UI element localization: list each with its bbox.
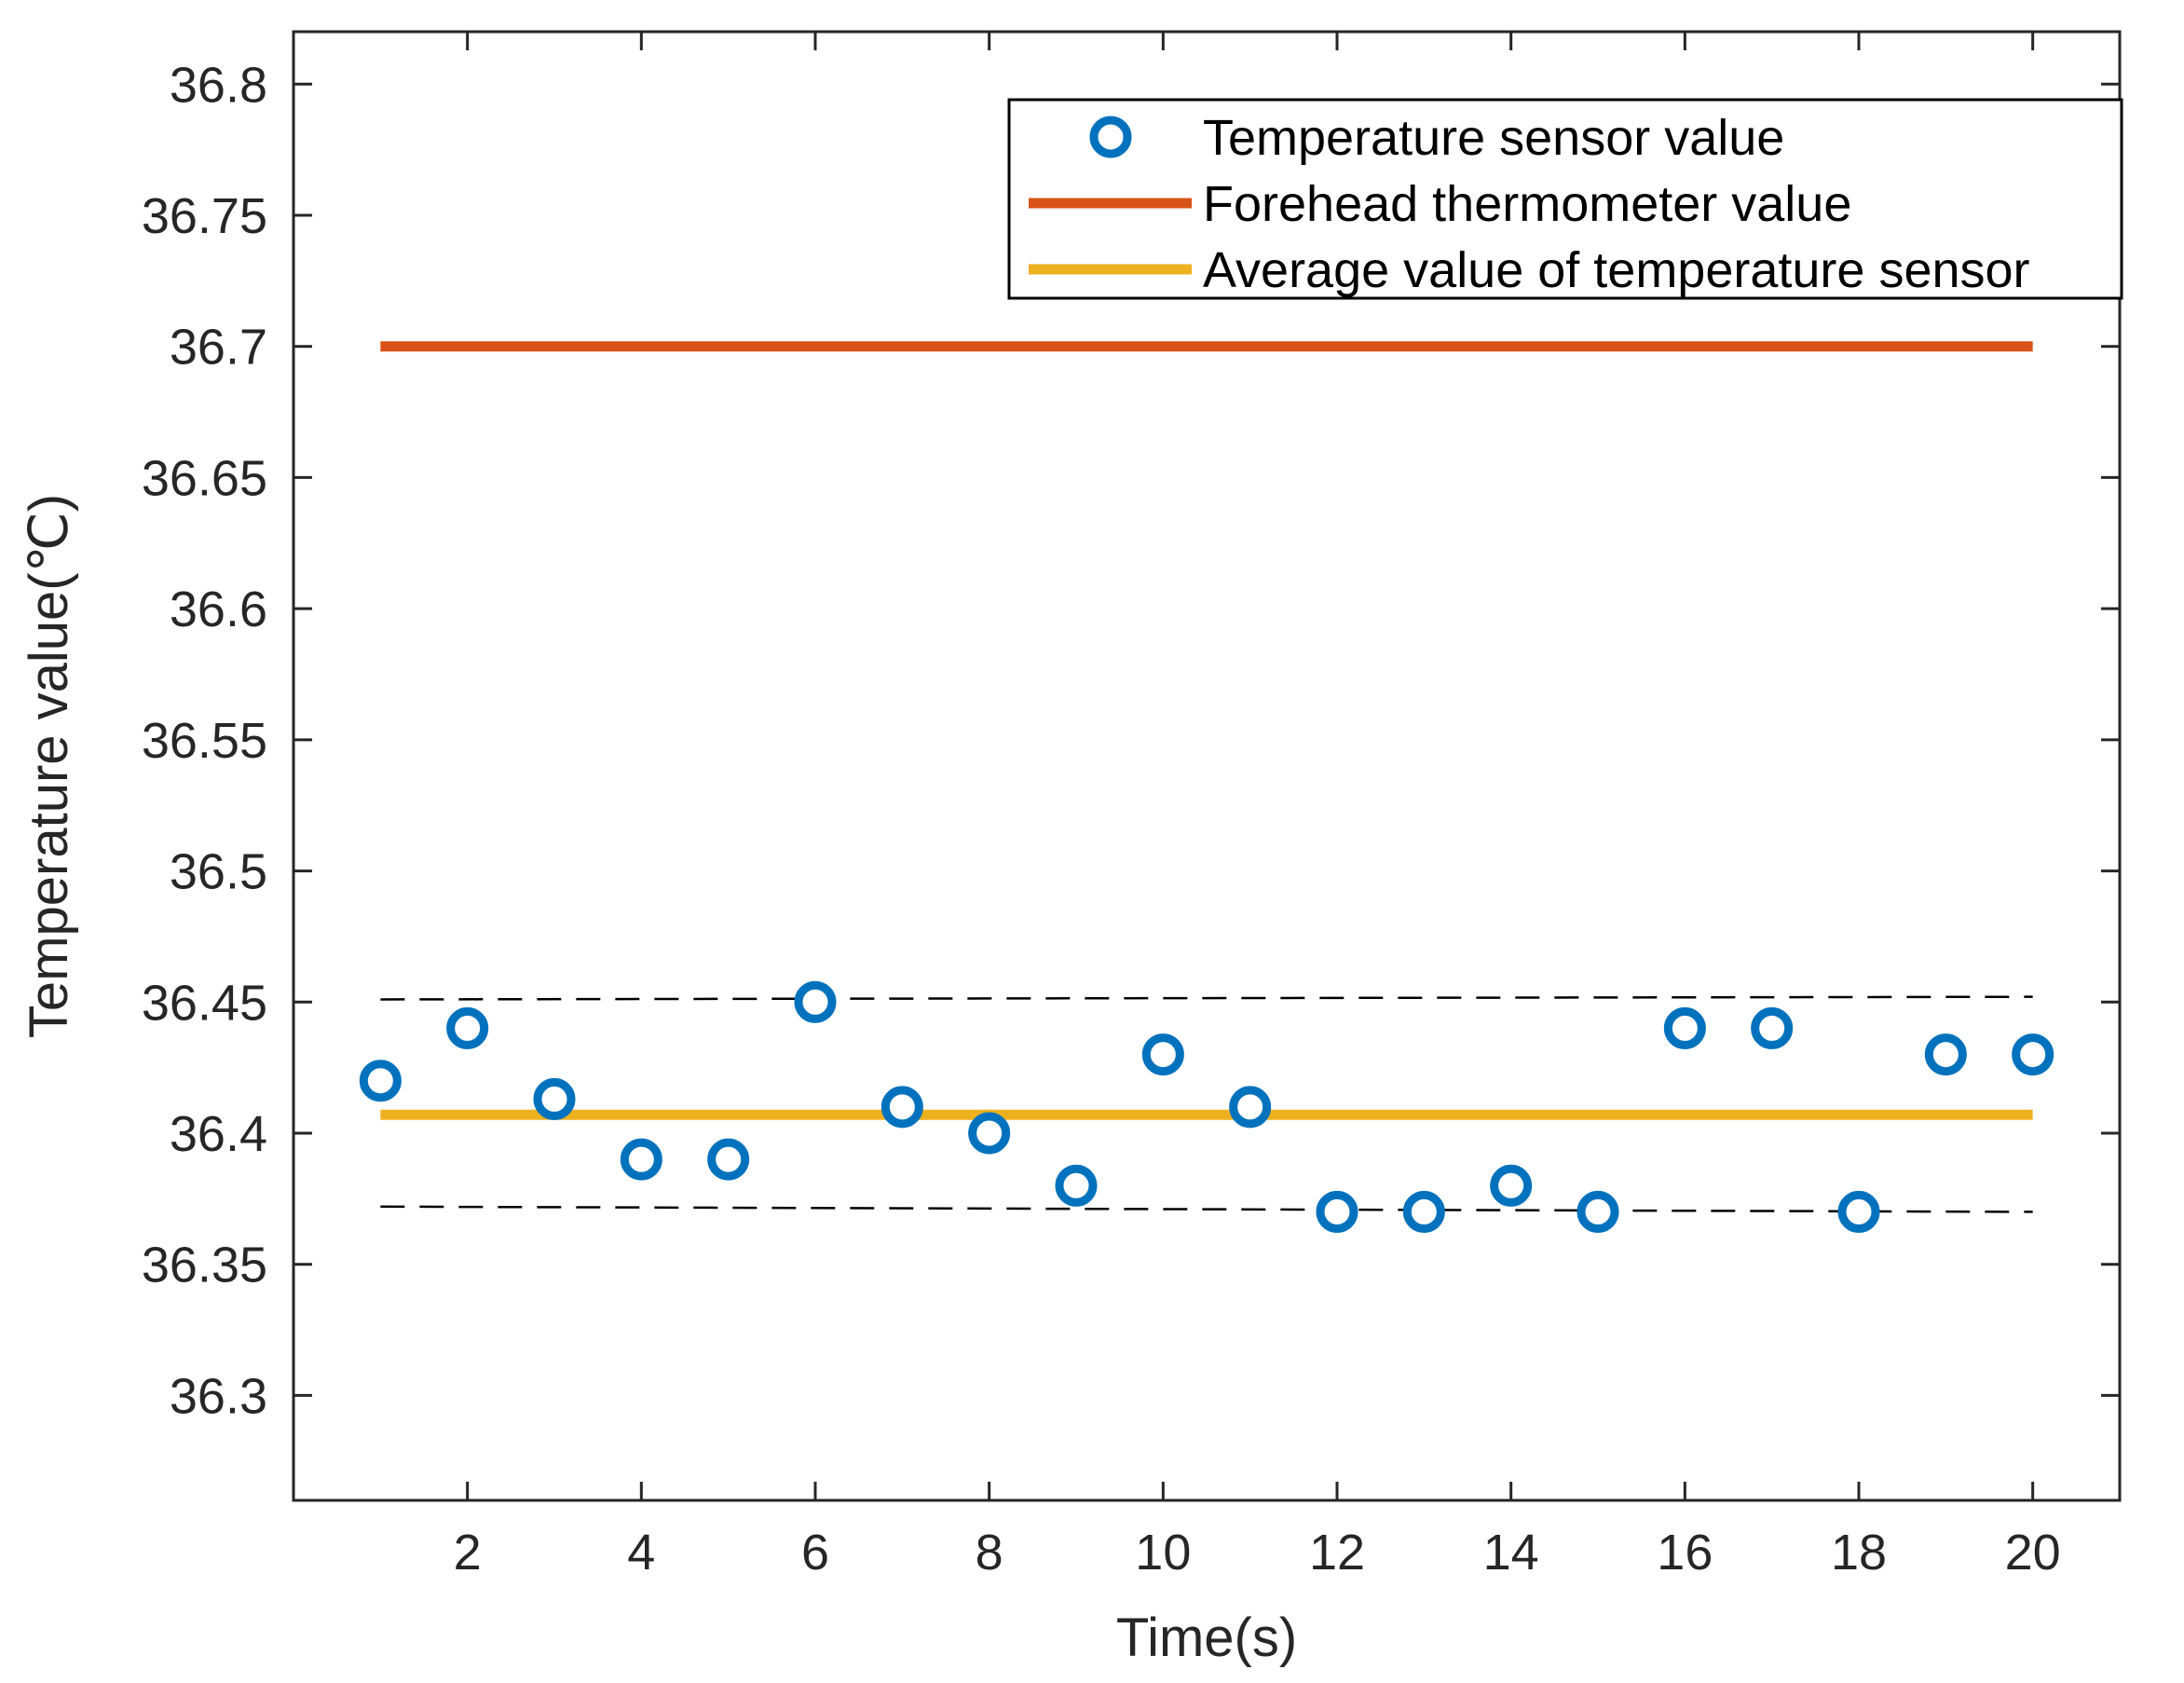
legend-label: Forehead thermometer value	[1203, 176, 1851, 232]
y-tick-label: 36.55	[142, 713, 267, 769]
data-point	[1141, 1033, 1184, 1076]
data-point	[880, 1086, 923, 1129]
data-point	[1577, 1190, 1619, 1233]
y-tick-label: 36.65	[142, 450, 267, 506]
x-tick-label: 6	[801, 1525, 829, 1580]
data-point	[1402, 1190, 1445, 1233]
y-tick-label: 36.7	[170, 320, 267, 376]
data-point	[359, 1060, 402, 1102]
data-point	[1751, 1006, 1794, 1049]
plot-area	[359, 341, 2054, 1233]
y-tick-label: 36.45	[142, 975, 267, 1031]
x-axis-title: Time(s)	[1116, 1608, 1297, 1668]
x-tick-label: 4	[627, 1525, 655, 1580]
x-tick-label: 18	[1831, 1525, 1887, 1580]
legend-box	[1007, 98, 2123, 300]
y-tick-label: 36.75	[142, 188, 267, 244]
data-point	[1837, 1190, 1880, 1233]
x-tick-label: 16	[1657, 1525, 1713, 1580]
y-tick-label: 36.5	[170, 844, 267, 900]
x-tick-label: 2	[454, 1525, 482, 1580]
data-point	[707, 1138, 750, 1181]
data-point	[446, 1006, 489, 1049]
data-point	[2012, 1033, 2054, 1076]
data-point	[533, 1077, 576, 1120]
y-tick-label: 36.6	[170, 582, 267, 637]
axes-box	[292, 30, 2122, 1502]
legend: Temperature sensor value Forehead thermom…	[1007, 98, 2123, 300]
dashed-line-upper-bound	[380, 995, 2033, 1001]
data-point	[1229, 1086, 1272, 1129]
x-tick-label: 14	[1483, 1525, 1539, 1580]
legend-label: Temperature sensor value	[1203, 110, 1784, 166]
data-point	[1924, 1033, 1967, 1076]
data-point	[1663, 1006, 1706, 1049]
y-tick-label: 36.3	[170, 1368, 267, 1424]
y-axis-title: Temperature value(℃)	[19, 494, 79, 1038]
data-point	[1055, 1164, 1098, 1207]
x-tick-label: 10	[1135, 1525, 1191, 1580]
axis-ticks: 2 4 6 8 10 12 14 16 18 20 36.3 36.35 36.4 36.45 36.5 36…	[142, 32, 2120, 1580]
dashed-line-lower-bound	[380, 1205, 2033, 1213]
x-tick-label: 8	[976, 1525, 1003, 1580]
data-point	[794, 980, 837, 1023]
data-point	[620, 1138, 662, 1181]
data-point	[1490, 1164, 1533, 1207]
y-tick-label: 36.4	[170, 1106, 267, 1162]
y-tick-label: 36.35	[142, 1238, 267, 1293]
x-tick-label: 12	[1309, 1525, 1365, 1580]
legend-marker-scatter	[1089, 116, 1132, 158]
data-point	[968, 1112, 1011, 1155]
y-tick-label: 36.8	[170, 57, 267, 113]
legend-label: Average value of temperature sensor	[1203, 242, 2030, 298]
data-point	[1316, 1190, 1358, 1233]
x-tick-label: 20	[2005, 1525, 2061, 1580]
